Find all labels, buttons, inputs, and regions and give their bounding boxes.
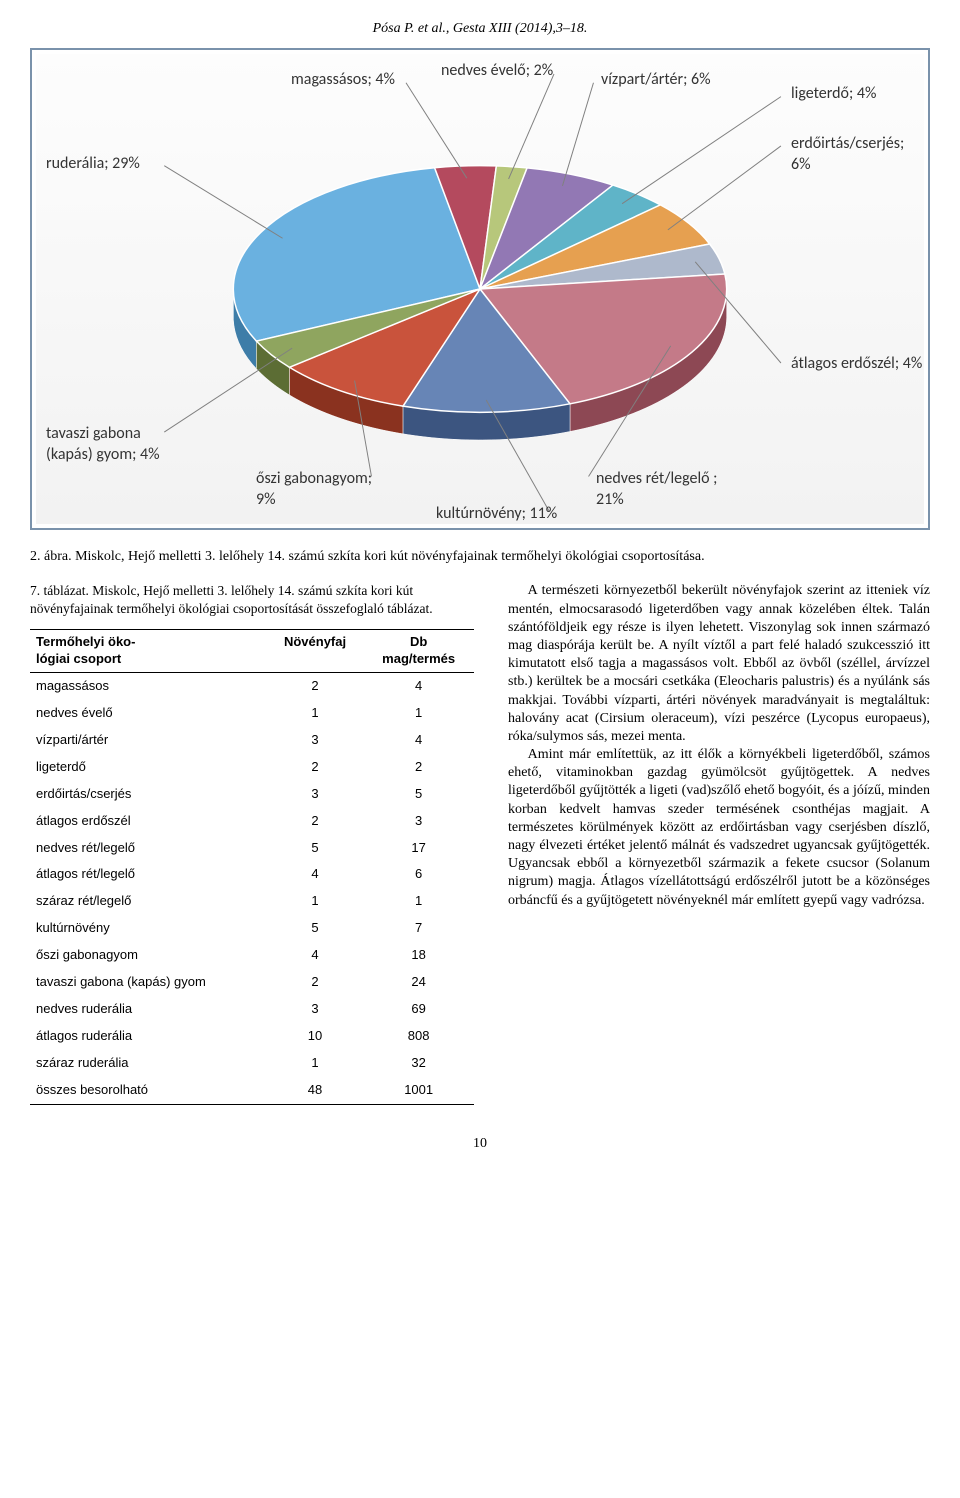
table-cell: 1 bbox=[267, 700, 364, 727]
table-cell: erdőirtás/cserjés bbox=[30, 781, 267, 808]
pie-chart: ruderália; 29% magassásos; 4% nedves évelő… bbox=[36, 54, 924, 524]
table-cell: száraz rét/legelő bbox=[30, 888, 267, 915]
body-paragraph-1: A természeti környezetből bekerült növén… bbox=[508, 582, 930, 746]
table-cell: 1 bbox=[363, 888, 474, 915]
pie-slice-label: ruderália; 29% bbox=[46, 154, 140, 175]
table-cell: száraz ruderália bbox=[30, 1050, 267, 1077]
page-number: 10 bbox=[30, 1135, 930, 1153]
page-header: Pósa P. et al., Gesta XIII (2014),3–18. bbox=[30, 20, 930, 38]
table-row: ligeterdő22 bbox=[30, 754, 474, 781]
table-cell: 4 bbox=[363, 727, 474, 754]
pie-chart-container: ruderália; 29% magassásos; 4% nedves évelő… bbox=[30, 48, 930, 530]
table-cell: 1 bbox=[267, 1050, 364, 1077]
table-cell: 2 bbox=[363, 754, 474, 781]
table-cell: 5 bbox=[267, 915, 364, 942]
data-table: Termőhelyi öko-lógiai csoportNövényfajDb… bbox=[30, 629, 474, 1104]
table-cell: nedves évelő bbox=[30, 700, 267, 727]
table-cell: 3 bbox=[267, 727, 364, 754]
table-header: Növényfaj bbox=[267, 630, 364, 673]
table-cell: átlagos rét/legelő bbox=[30, 861, 267, 888]
table-row: átlagos erdőszél23 bbox=[30, 808, 474, 835]
table-row: száraz rét/legelő11 bbox=[30, 888, 474, 915]
left-column: 7. táblázat. Miskolc, Hejő melletti 3. l… bbox=[30, 582, 474, 1104]
table-cell: 3 bbox=[267, 781, 364, 808]
pie-slice-label: vízpart/ártér; 6% bbox=[601, 70, 711, 91]
table-cell: 17 bbox=[363, 835, 474, 862]
table-row: magassásos24 bbox=[30, 673, 474, 700]
table-cell: 10 bbox=[267, 1023, 364, 1050]
table-cell: átlagos ruderália bbox=[30, 1023, 267, 1050]
table-row: vízparti/ártér34 bbox=[30, 727, 474, 754]
table-cell: kultúrnövény bbox=[30, 915, 267, 942]
table-cell: 2 bbox=[267, 673, 364, 700]
table-cell: magassásos bbox=[30, 673, 267, 700]
table-cell: 6 bbox=[363, 861, 474, 888]
pie-slice-label: átlagos erdőszél; 4% bbox=[791, 354, 922, 375]
table-row: nedves rét/legelő517 bbox=[30, 835, 474, 862]
table-cell: tavaszi gabona (kapás) gyom bbox=[30, 969, 267, 996]
pie-slice-label: ligeterdő; 4% bbox=[791, 84, 876, 105]
pie-slice-label: magassásos; 4% bbox=[291, 70, 395, 91]
table-cell: 4 bbox=[267, 942, 364, 969]
table-cell: 48 bbox=[267, 1077, 364, 1104]
table-row: kultúrnövény57 bbox=[30, 915, 474, 942]
table-header: Termőhelyi öko-lógiai csoport bbox=[30, 630, 267, 673]
table-cell: nedves ruderália bbox=[30, 996, 267, 1023]
table-caption: 7. táblázat. Miskolc, Hejő melletti 3. l… bbox=[30, 582, 474, 617]
pie-slice-label: erdőirtás/cserjés;6% bbox=[791, 134, 904, 176]
table-cell: 1001 bbox=[363, 1077, 474, 1104]
table-cell: összes besorolható bbox=[30, 1077, 267, 1104]
table-cell: őszi gabonagyom bbox=[30, 942, 267, 969]
table-cell: 3 bbox=[363, 808, 474, 835]
figure-caption: 2. ábra. Miskolc, Hejő melletti 3. lelőh… bbox=[30, 548, 930, 566]
table-cell: vízparti/ártér bbox=[30, 727, 267, 754]
table-cell: 5 bbox=[267, 835, 364, 862]
table-cell: nedves rét/legelő bbox=[30, 835, 267, 862]
table-cell: 2 bbox=[267, 969, 364, 996]
table-cell: 69 bbox=[363, 996, 474, 1023]
table-row: nedves ruderália369 bbox=[30, 996, 474, 1023]
pie-slice-label: nedves évelő; 2% bbox=[441, 61, 553, 82]
table-cell: átlagos erdőszél bbox=[30, 808, 267, 835]
table-row: őszi gabonagyom418 bbox=[30, 942, 474, 969]
table-cell: 1 bbox=[363, 700, 474, 727]
table-cell: 808 bbox=[363, 1023, 474, 1050]
table-cell: 2 bbox=[267, 754, 364, 781]
table-header: Dbmag/termés bbox=[363, 630, 474, 673]
table-row: száraz ruderália132 bbox=[30, 1050, 474, 1077]
table-cell: 1 bbox=[267, 888, 364, 915]
pie-slice-label: tavaszi gabona(kapás) gyom; 4% bbox=[46, 424, 160, 466]
table-cell: 7 bbox=[363, 915, 474, 942]
table-cell: 4 bbox=[267, 861, 364, 888]
table-row: nedves évelő11 bbox=[30, 700, 474, 727]
right-column: A természeti környezetből bekerült növén… bbox=[508, 582, 930, 909]
table-cell: ligeterdő bbox=[30, 754, 267, 781]
table-row: tavaszi gabona (kapás) gyom224 bbox=[30, 969, 474, 996]
table-row: átlagos rét/legelő46 bbox=[30, 861, 474, 888]
pie-slice-label: kultúrnövény; 11% bbox=[436, 504, 557, 525]
table-cell: 2 bbox=[267, 808, 364, 835]
table-cell: 24 bbox=[363, 969, 474, 996]
table-cell: 3 bbox=[267, 996, 364, 1023]
two-column-layout: 7. táblázat. Miskolc, Hejő melletti 3. l… bbox=[30, 582, 930, 1104]
pie-slice-label: őszi gabonagyom;9% bbox=[256, 469, 372, 511]
pie-slice-label: nedves rét/legelő ;21% bbox=[596, 469, 717, 511]
table-cell: 5 bbox=[363, 781, 474, 808]
table-cell: 18 bbox=[363, 942, 474, 969]
table-cell: 32 bbox=[363, 1050, 474, 1077]
table-row: összes besorolható481001 bbox=[30, 1077, 474, 1104]
table-cell: 4 bbox=[363, 673, 474, 700]
table-row: erdőirtás/cserjés35 bbox=[30, 781, 474, 808]
table-row: átlagos ruderália10808 bbox=[30, 1023, 474, 1050]
body-paragraph-2: Amint már említettük, az itt élők a körn… bbox=[508, 746, 930, 910]
